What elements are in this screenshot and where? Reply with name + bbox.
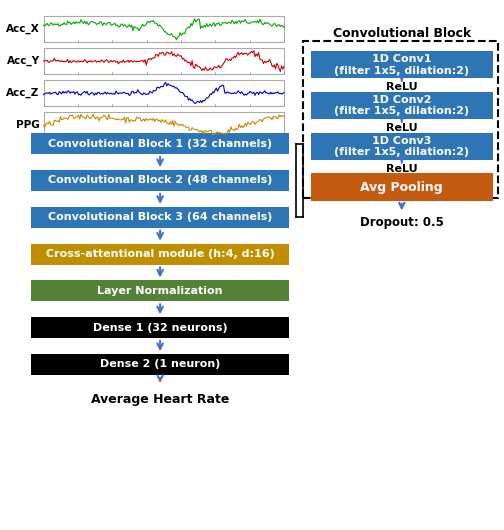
Text: ReLU: ReLU xyxy=(386,123,418,132)
Text: Acc_Z: Acc_Z xyxy=(6,88,40,98)
FancyBboxPatch shape xyxy=(43,48,284,74)
FancyBboxPatch shape xyxy=(31,280,289,302)
Text: Cross-attentional module (h:4, d:16): Cross-attentional module (h:4, d:16) xyxy=(46,249,275,259)
Text: ReLU: ReLU xyxy=(386,82,418,92)
FancyBboxPatch shape xyxy=(310,132,493,160)
Text: Convolutional Block 3 (64 channels): Convolutional Block 3 (64 channels) xyxy=(48,212,272,222)
Text: Average Heart Rate: Average Heart Rate xyxy=(91,393,229,406)
FancyBboxPatch shape xyxy=(43,16,284,42)
Text: PPG: PPG xyxy=(16,120,40,130)
FancyBboxPatch shape xyxy=(31,354,289,375)
Text: Acc_X: Acc_X xyxy=(6,24,40,34)
FancyBboxPatch shape xyxy=(31,133,289,154)
FancyBboxPatch shape xyxy=(310,51,493,78)
FancyBboxPatch shape xyxy=(310,92,493,119)
FancyBboxPatch shape xyxy=(31,207,289,228)
FancyBboxPatch shape xyxy=(31,170,289,191)
FancyBboxPatch shape xyxy=(43,112,284,138)
FancyBboxPatch shape xyxy=(31,244,289,264)
Text: Layer Normalization: Layer Normalization xyxy=(97,286,223,296)
Text: Dense 2 (1 neuron): Dense 2 (1 neuron) xyxy=(100,359,220,369)
FancyBboxPatch shape xyxy=(43,80,284,106)
Text: ReLU: ReLU xyxy=(386,164,418,173)
Text: Acc_Y: Acc_Y xyxy=(7,56,40,66)
Text: Dense 1 (32 neurons): Dense 1 (32 neurons) xyxy=(93,323,227,333)
Text: 1D Conv3
(filter 1x5, dilation:2): 1D Conv3 (filter 1x5, dilation:2) xyxy=(334,136,469,157)
Text: Convolutional Block: Convolutional Block xyxy=(333,27,471,40)
Text: 1D Conv2
(filter 1x5, dilation:2): 1D Conv2 (filter 1x5, dilation:2) xyxy=(334,95,469,117)
FancyBboxPatch shape xyxy=(310,173,493,201)
Text: 1D Conv1
(filter 1x5, dilation:2): 1D Conv1 (filter 1x5, dilation:2) xyxy=(334,54,469,76)
Text: Convolutional Block 2 (48 channels): Convolutional Block 2 (48 channels) xyxy=(48,175,272,186)
FancyBboxPatch shape xyxy=(31,317,289,338)
Text: Avg Pooling: Avg Pooling xyxy=(360,181,443,193)
Text: Convolutional Block 1 (32 channels): Convolutional Block 1 (32 channels) xyxy=(48,139,272,148)
Text: Dropout: 0.5: Dropout: 0.5 xyxy=(360,216,444,229)
